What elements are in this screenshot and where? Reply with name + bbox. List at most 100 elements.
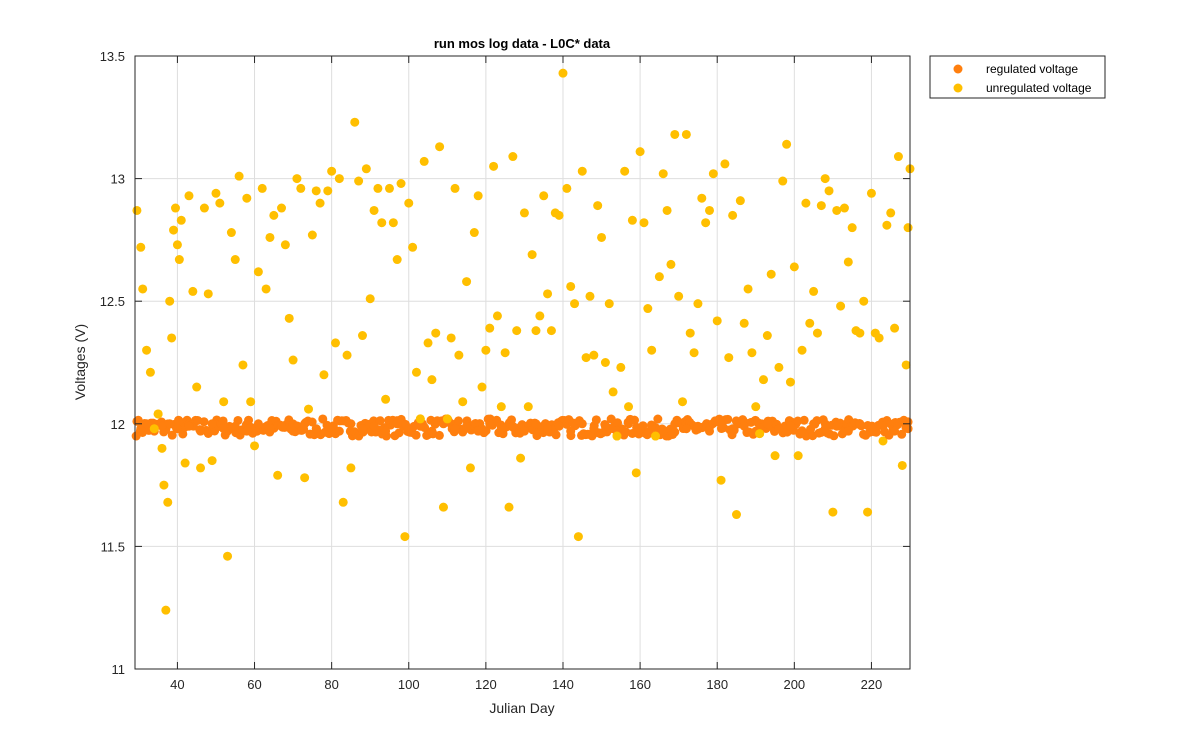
unregulated-voltage-point [639,218,649,228]
unregulated-voltage-point [315,198,325,208]
y-axis-label: Voltages (V) [72,324,88,400]
unregulated-voltage-point [674,291,684,301]
unregulated-voltage-point [523,402,533,412]
unregulated-voltage-point [381,394,391,404]
unregulated-voltage-point [167,333,177,343]
unregulated-voltage-point [832,205,842,215]
unregulated-voltage-point [400,532,410,542]
regulated-voltage-point [277,421,287,431]
unregulated-voltage-point [411,367,421,377]
unregulated-voltage-point [566,281,576,291]
unregulated-voltage-point [354,176,364,186]
regulated-voltage-point [855,419,865,429]
unregulated-voltage-point [238,360,248,370]
unregulated-voltage-point [685,328,695,338]
regulated-voltage-point [797,426,807,436]
unregulated-voltage-point [805,318,815,328]
regulated-voltage-point [866,424,876,434]
unregulated-voltage-point [600,358,610,367]
unregulated-voltage-point [481,345,491,355]
unregulated-voltage-point [170,203,180,213]
regulated-voltage-point [600,421,610,431]
unregulated-voltage-point [465,463,475,473]
unregulated-voltage-point [546,326,556,336]
regulated-voltage-point [242,426,252,436]
axes-box [134,55,911,670]
chart-title: run mos log data - L0C* data [434,36,611,51]
unregulated-voltage-point [878,436,888,446]
regulated-voltage-point [624,419,634,429]
unregulated-voltage-point [897,460,907,470]
regulated-voltage-point [300,419,310,429]
unregulated-voltage-point [519,208,529,218]
regulated-voltage-point [591,415,601,425]
regulated-voltage-point [566,426,576,436]
unregulated-voltage-point [705,205,715,215]
regulated-voltage-point [705,426,715,436]
regulated-voltage-point [890,426,900,436]
unregulated-voltage-point [261,284,271,294]
regulated-voltage-point [670,419,680,429]
unregulated-voltage-point [608,387,618,397]
regulated-voltage-point [473,426,483,436]
unregulated-voltage-point [277,203,287,213]
y-tick-label: 12 [111,417,125,432]
regulated-voltage-point [453,416,463,426]
unregulated-voltage-point [473,191,483,201]
unregulated-voltage-point [701,218,711,228]
unregulated-voltage-point [762,331,772,341]
unregulated-voltage-point [570,299,580,309]
unregulated-voltage-point [620,166,630,176]
unregulated-voltage-point [172,240,182,250]
regulated-voltage-point [728,424,738,434]
unregulated-voltage-point [886,208,896,218]
unregulated-voltage-point [573,532,583,542]
x-tick-label: 100 [398,677,420,692]
regulated-voltage-point [375,416,385,426]
unregulated-voltage-point [446,333,456,343]
unregulated-voltage-point [338,497,348,507]
unregulated-voltage-point [334,174,344,184]
regulated-voltage-point [829,431,839,441]
unregulated-voltage-point [469,228,479,238]
unregulated-voltage-point [408,242,418,252]
unregulated-voltage-point [789,262,799,272]
regulated-voltage-point [196,426,206,436]
unregulated-voltage-point [304,404,314,414]
unregulated-voltage-point [219,397,229,407]
unregulated-voltage-point [724,353,734,363]
unregulated-voltage-point [419,156,429,166]
unregulated-voltage-point [670,129,680,139]
regulated-voltage-point [762,419,772,429]
regulated-voltage-point [462,421,472,431]
regulated-voltage-point [693,421,703,431]
unregulated-voltage-point [604,299,614,309]
unregulated-voltage-point [843,257,853,267]
y-tick-label: 11.5 [101,539,125,554]
unregulated-voltage-point [585,291,595,301]
regulated-voltage-point [577,419,587,429]
legend-entry-unregulated: unregulated voltage [986,81,1092,95]
regulated-voltage-point [681,424,691,434]
regulated-voltage-point [165,419,175,429]
plot-area [135,56,910,669]
unregulated-voltage-point [136,242,146,252]
legend-marker-unregulated [953,83,963,93]
unregulated-voltage-point [643,304,653,314]
unregulated-voltage-point [712,316,722,326]
regulated-voltage-point [288,426,298,436]
unregulated-voltage-point [635,147,645,157]
unregulated-voltage-point [755,429,765,439]
y-tick-label: 13 [111,172,125,187]
regulated-voltage-point [785,421,795,431]
unregulated-voltage-point [132,205,142,215]
unregulated-voltage-point [188,286,198,296]
unregulated-voltage-point [184,191,194,201]
regulated-voltage-point [554,421,564,431]
y-tick-label: 12.5 [100,294,125,309]
unregulated-voltage-point [512,326,522,336]
unregulated-voltage-point [346,463,356,473]
unregulated-voltage-point [489,161,499,171]
unregulated-voltage-point [863,507,873,517]
unregulated-voltage-point [230,255,240,265]
